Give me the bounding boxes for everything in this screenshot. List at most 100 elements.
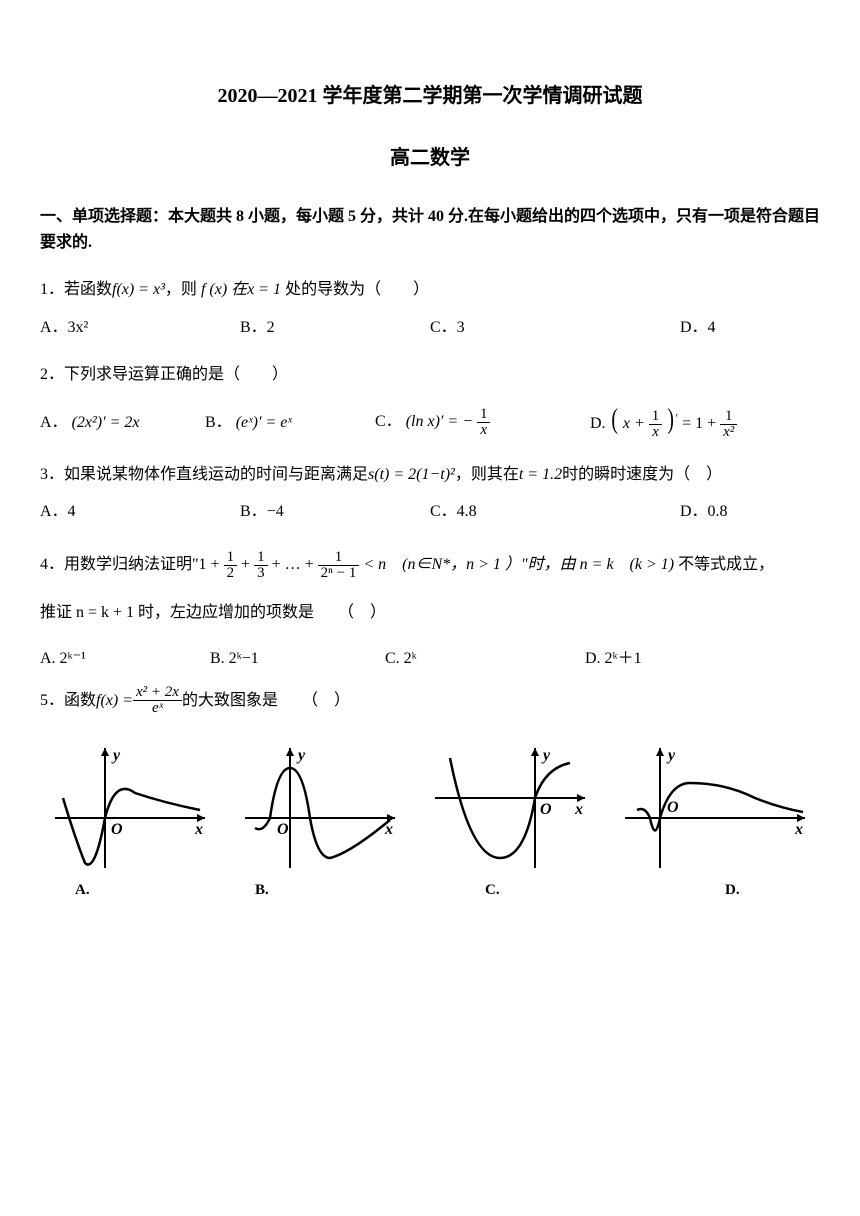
q2-d-lden: x bbox=[649, 425, 663, 440]
question-3: 3．如果说某物体作直线运动的时间与距离满足s(t) = 2(1−t)²，则其在t… bbox=[40, 462, 820, 488]
graph-a-label: A. bbox=[75, 878, 90, 902]
q2-opt-b: B． (eˣ)′ = eˣ bbox=[205, 410, 375, 436]
title-sub: 高二数学 bbox=[40, 142, 820, 174]
q5-num: x² + 2x bbox=[133, 685, 182, 701]
q4-f2d: 3 bbox=[254, 566, 268, 581]
graph-b: y x O B. bbox=[235, 738, 405, 902]
q1-opt-b: B．2 bbox=[240, 315, 430, 341]
q1-mid2: f (x) 在 bbox=[197, 281, 247, 298]
q3-mid: ，则其在 bbox=[455, 466, 519, 483]
q2-b-expr: (eˣ)′ = eˣ bbox=[236, 414, 292, 431]
origin-label: O bbox=[277, 821, 289, 838]
q2-d-lparen: ( bbox=[611, 406, 618, 434]
title-main: 2020—2021 学年度第二学期第一次学情调研试题 bbox=[40, 80, 820, 112]
graph-a: y x O A. bbox=[45, 738, 215, 902]
q4-opt-a: A. 2ᵏ⁻¹ bbox=[40, 646, 210, 672]
q4-mid: < n (n∈N*，n > 1 ）"时，由 bbox=[363, 556, 579, 573]
axis-y-label: y bbox=[541, 747, 551, 764]
axis-x-label: x bbox=[194, 821, 203, 838]
q1-opt-d: D．4 bbox=[680, 315, 716, 341]
axis-x-label: x bbox=[574, 801, 583, 818]
q1-post: 处的导数为（ ） bbox=[281, 281, 429, 298]
q4-f2n: 1 bbox=[254, 550, 268, 566]
axis-x-label: x bbox=[794, 821, 803, 838]
q3-pre: 3．如果说某物体作直线运动的时间与距离满足 bbox=[40, 466, 368, 483]
q4-f1: 12 bbox=[224, 550, 238, 581]
q2-d-lfrac: 1x bbox=[649, 409, 663, 440]
graph-c-label: C. bbox=[485, 878, 500, 902]
q5-fpre: f(x) = bbox=[96, 688, 133, 714]
q2-d-rparen: ) bbox=[668, 406, 675, 434]
q1-func: f(x) = x³ bbox=[112, 281, 165, 298]
q2-d-mid: = 1 + bbox=[682, 415, 720, 432]
graph-c: y x O C. bbox=[425, 738, 595, 902]
q4-opt-d: D. 2ᵏ＋1 bbox=[585, 646, 642, 672]
q5-post: 的大致图象是 （ ） bbox=[182, 688, 350, 714]
q5-frac: x² + 2xeˣ bbox=[133, 685, 182, 716]
q4-f3n: 1 bbox=[318, 550, 360, 566]
q2-d-prime: ′ bbox=[676, 413, 678, 425]
q5-den: eˣ bbox=[133, 701, 182, 716]
q3-opt-d: D．0.8 bbox=[680, 499, 728, 525]
q2-d-rden: x² bbox=[720, 425, 737, 440]
q3-opt-a: A．4 bbox=[40, 499, 240, 525]
section-1-header: 一、单项选择题：本大题共 8 小题，每小题 5 分，共计 40 分.在每小题给出… bbox=[40, 204, 820, 255]
q4-f2: 13 bbox=[254, 550, 268, 581]
question-2: 2．下列求导运算正确的是（ ） bbox=[40, 362, 820, 388]
q2-a-expr: (2x²)′ = 2x bbox=[72, 414, 140, 431]
q1-cond: x = 1 bbox=[247, 281, 281, 298]
q2-d-rnum: 1 bbox=[720, 409, 737, 425]
q4-options: A. 2ᵏ⁻¹ B. 2ᵏ−1 C. 2ᵏ D. 2ᵏ＋1 bbox=[40, 646, 820, 672]
question-1: 1．若函数f(x) = x³，则 f (x) 在x = 1 处的导数为（ ） bbox=[40, 277, 820, 303]
graph-d-label: D. bbox=[725, 878, 740, 902]
q2-d-rfrac: 1x² bbox=[720, 409, 737, 440]
q1-opt-a: A．3x² bbox=[40, 315, 240, 341]
question-4: 4．用数学归纳法证明"1 + 12 + 13 + … + 12ⁿ − 1 < n… bbox=[40, 547, 820, 582]
q4-f1n: 1 bbox=[224, 550, 238, 566]
q2-a-pre: A． bbox=[40, 414, 68, 431]
q4-cond: n = k (k > 1) bbox=[580, 556, 674, 573]
q2-c-den: x bbox=[477, 423, 491, 438]
q5-graphs: y x O A. y x O B. y x O bbox=[40, 738, 820, 902]
q4-opt-b: B. 2ᵏ−1 bbox=[210, 646, 385, 672]
q4-plus2: + … + bbox=[272, 556, 318, 573]
q4-f1d: 2 bbox=[224, 566, 238, 581]
q3-opt-b: B．−4 bbox=[240, 499, 430, 525]
axis-y-label: y bbox=[111, 747, 121, 764]
question-4-line2: 推证 n = k + 1 时，左边应增加的项数是 （ ） bbox=[40, 600, 820, 626]
axis-y-label: y bbox=[296, 747, 306, 764]
origin-label: O bbox=[111, 821, 123, 838]
origin-label: O bbox=[667, 799, 679, 816]
question-5: 5．函数 f(x) = x² + 2xeˣ 的大致图象是 （ ） bbox=[40, 685, 350, 716]
q1-pre: 1．若函数 bbox=[40, 281, 112, 298]
q3-expr: s(t) = 2(1−t)² bbox=[368, 466, 455, 483]
q2-opt-d: D. ( x + 1x )′ = 1 + 1x² bbox=[590, 406, 737, 440]
q4-opt-c: C. 2ᵏ bbox=[385, 646, 585, 672]
q4-f3d: 2ⁿ − 1 bbox=[318, 566, 360, 581]
q3-cond: t = 1.2 bbox=[519, 466, 562, 483]
q4-plus1: + bbox=[241, 556, 254, 573]
q2-c-pre: C． bbox=[375, 414, 402, 431]
q2-d-pre: D. bbox=[590, 415, 606, 432]
q1-options: A．3x² B．2 C．3 D．4 bbox=[40, 315, 820, 341]
q2-opt-a: A． (2x²)′ = 2x bbox=[40, 410, 205, 436]
q3-opt-c: C．4.8 bbox=[430, 499, 680, 525]
q2-d-lnum: 1 bbox=[649, 409, 663, 425]
graph-b-label: B. bbox=[255, 878, 269, 902]
q4-pre: 4．用数学归纳法证明"1 + bbox=[40, 556, 224, 573]
q2-b-pre: B． bbox=[205, 414, 232, 431]
q5-pre: 5．函数 bbox=[40, 688, 96, 714]
q4-f3: 12ⁿ − 1 bbox=[318, 550, 360, 581]
q2-options: A． (2x²)′ = 2x B． (eˣ)′ = eˣ C． (ln x)′ … bbox=[40, 406, 820, 440]
q3-options: A．4 B．−4 C．4.8 D．0.8 bbox=[40, 499, 820, 525]
q2-c-num: 1 bbox=[477, 407, 491, 423]
q4-post: 不等式成立， bbox=[678, 556, 774, 573]
q1-opt-c: C．3 bbox=[430, 315, 680, 341]
q1-mid: ，则 bbox=[165, 281, 197, 298]
q2-d-lhs-pre: x + bbox=[623, 415, 649, 432]
graph-d: y x O D. bbox=[615, 738, 815, 902]
q3-post: 时的瞬时速度为（ ） bbox=[562, 466, 722, 483]
q2-c-expr: (ln x)′ = − bbox=[406, 414, 473, 431]
origin-label: O bbox=[540, 801, 552, 818]
q2-opt-c: C． (ln x)′ = − 1x bbox=[375, 407, 590, 438]
